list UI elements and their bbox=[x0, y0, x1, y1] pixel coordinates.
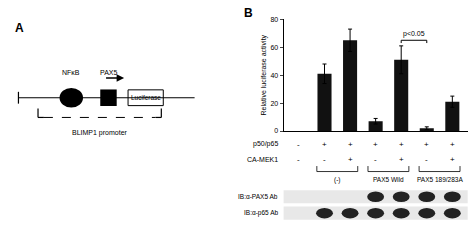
svg-text:PAX5 189/283A: PAX5 189/283A bbox=[417, 176, 463, 183]
svg-text:80: 80 bbox=[270, 16, 278, 23]
svg-text:Relative luciferase activity: Relative luciferase activity bbox=[260, 34, 268, 115]
svg-text:+: + bbox=[399, 140, 404, 149]
svg-text:40: 40 bbox=[270, 72, 278, 79]
svg-text:CA-MEK1: CA-MEK1 bbox=[247, 156, 278, 163]
svg-text:B: B bbox=[244, 6, 253, 20]
svg-text:-: - bbox=[374, 155, 377, 164]
svg-text:NFκB: NFκB bbox=[62, 69, 80, 76]
svg-text:0: 0 bbox=[274, 127, 278, 134]
svg-text:PAX5: PAX5 bbox=[100, 69, 117, 76]
svg-text:A: A bbox=[15, 21, 24, 35]
svg-text:IB:α-p65 Ab: IB:α-p65 Ab bbox=[244, 209, 278, 217]
svg-text:(-): (-) bbox=[334, 176, 341, 184]
svg-text:+: + bbox=[348, 140, 353, 149]
svg-text:-: - bbox=[425, 155, 428, 164]
svg-text:-: - bbox=[297, 140, 300, 149]
svg-text:Luciferase: Luciferase bbox=[131, 94, 161, 101]
svg-text:+: + bbox=[450, 140, 455, 149]
svg-text:-: - bbox=[323, 155, 326, 164]
svg-text:IB:α-PAX5 Ab: IB:α-PAX5 Ab bbox=[238, 193, 278, 200]
svg-text:BLIMP1 promoter: BLIMP1 promoter bbox=[72, 129, 128, 137]
svg-text:p50/p65: p50/p65 bbox=[253, 140, 278, 148]
svg-text:+: + bbox=[373, 140, 378, 149]
svg-text:+: + bbox=[399, 155, 404, 164]
svg-text:60: 60 bbox=[270, 44, 278, 51]
svg-text:p<0.05: p<0.05 bbox=[403, 30, 425, 38]
svg-text:-: - bbox=[297, 155, 300, 164]
svg-text:PAX5 Wild: PAX5 Wild bbox=[373, 176, 404, 183]
svg-text:+: + bbox=[322, 140, 327, 149]
svg-text:+: + bbox=[424, 140, 429, 149]
svg-text:+: + bbox=[348, 155, 353, 164]
svg-text:20: 20 bbox=[270, 100, 278, 107]
svg-text:+: + bbox=[450, 155, 455, 164]
